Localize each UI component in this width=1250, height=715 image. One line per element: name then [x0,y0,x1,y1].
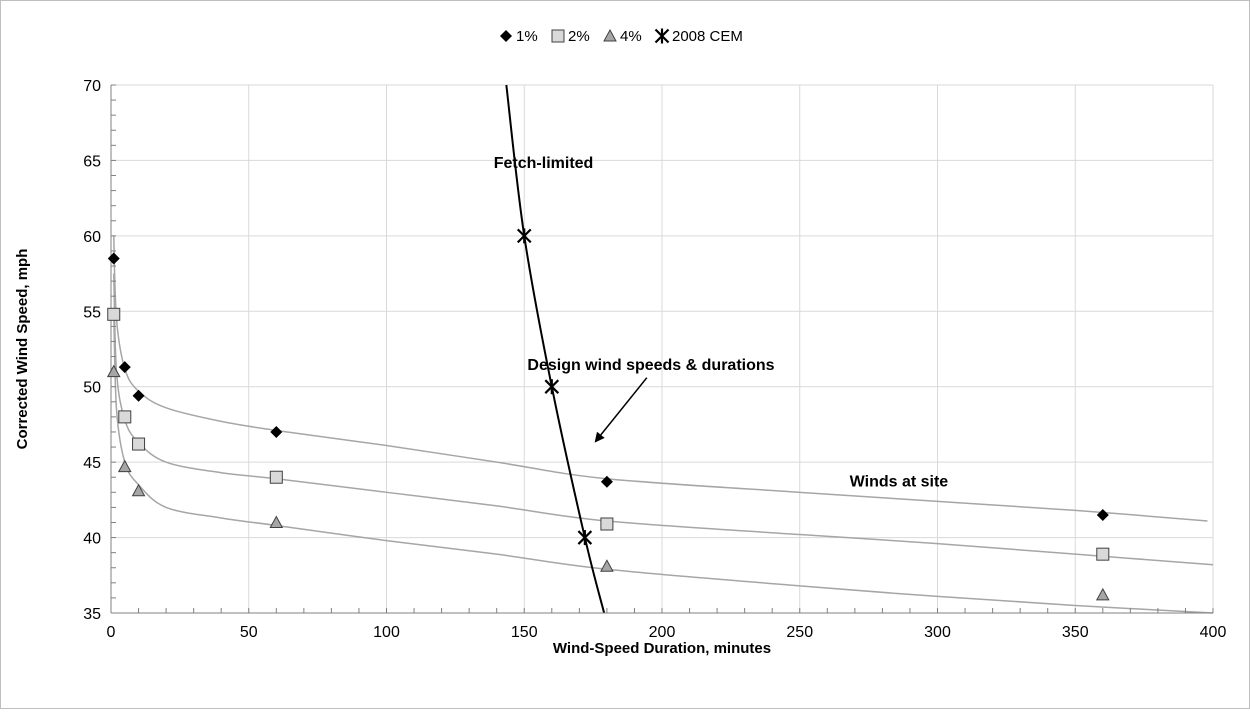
annotation-label: Fetch-limited [494,155,594,172]
y-axis-title: Corrected Wind Speed, mph [14,249,31,450]
data-point-2pct [600,517,614,531]
annotations: Fetch-limited Design wind speeds & durati… [494,155,949,490]
x-axis-title: Wind-Speed Duration, minutes [553,640,771,657]
x-tick-label: 50 [240,624,258,641]
x-tick-label: 300 [924,624,951,641]
legend-label: 2008 CEM [672,28,743,45]
trend-curve-1pct [113,235,1208,522]
data-point-1pct [107,252,120,265]
axes: 0 50 100 150 200 250 300 350 400 35 40 45 50 55 60 65 70 [83,78,1226,641]
legend: 1% 2% 4% 2008 CEM [500,28,743,45]
data-point-2008-cem [544,379,560,395]
y-tick-label: 35 [83,606,101,623]
legend-marker-2pct [551,29,565,43]
data-point-4pct [600,559,614,572]
trend-curve-4pct [113,311,1214,614]
data-point-2008-cem [577,530,593,546]
data-point-1pct [270,425,283,438]
data-point-4pct [117,459,132,473]
legend-marker-4pct [603,28,617,42]
trend-curve-2pct [113,273,1214,566]
annotation-arrow [594,377,648,443]
annotation-label: Design wind speeds & durations [527,357,774,374]
x-tick-label: 350 [1062,624,1089,641]
y-tick-label: 60 [83,229,101,246]
data-point-1pct [118,361,131,374]
x-tick-label: 100 [373,624,400,641]
legend-label: 1% [516,28,538,45]
data-point-1pct [1096,508,1109,521]
legend-marker-1pct [500,30,512,42]
x-tick-label: 200 [649,624,676,641]
annotation-label: Winds at site [850,473,949,490]
data-point-1pct [132,389,145,402]
y-tick-label: 70 [83,78,101,95]
data-point-2008-cem [516,228,532,244]
data-point-1pct [600,475,613,488]
y-tick-label: 65 [83,153,101,170]
legend-label: 2% [568,28,590,45]
y-tick-label: 40 [83,531,101,548]
data-point-4pct [1095,587,1110,601]
x-tick-label: 0 [107,624,116,641]
data-point-2pct [132,437,146,451]
fetch-limited-curve [505,84,606,614]
data-point-2pct [107,307,121,321]
y-tick-label: 50 [83,380,101,397]
data-point-2pct [118,410,132,424]
data-point-4pct [269,515,284,528]
data-point-4pct [106,364,121,378]
legend-marker-2008-cem [654,28,670,44]
y-tick-label: 55 [83,304,101,321]
legend-label: 4% [620,28,642,45]
x-tick-label: 150 [511,624,538,641]
data-point-2pct [269,470,283,484]
y-tick-label: 45 [83,455,101,472]
x-tick-label: 400 [1200,624,1227,641]
x-tick-label: 250 [786,624,813,641]
data-point-2pct [1096,547,1110,561]
trend-curves [113,84,1214,614]
data-point-4pct [131,483,146,497]
data-markers [106,228,1110,601]
gridlines [111,84,1214,613]
